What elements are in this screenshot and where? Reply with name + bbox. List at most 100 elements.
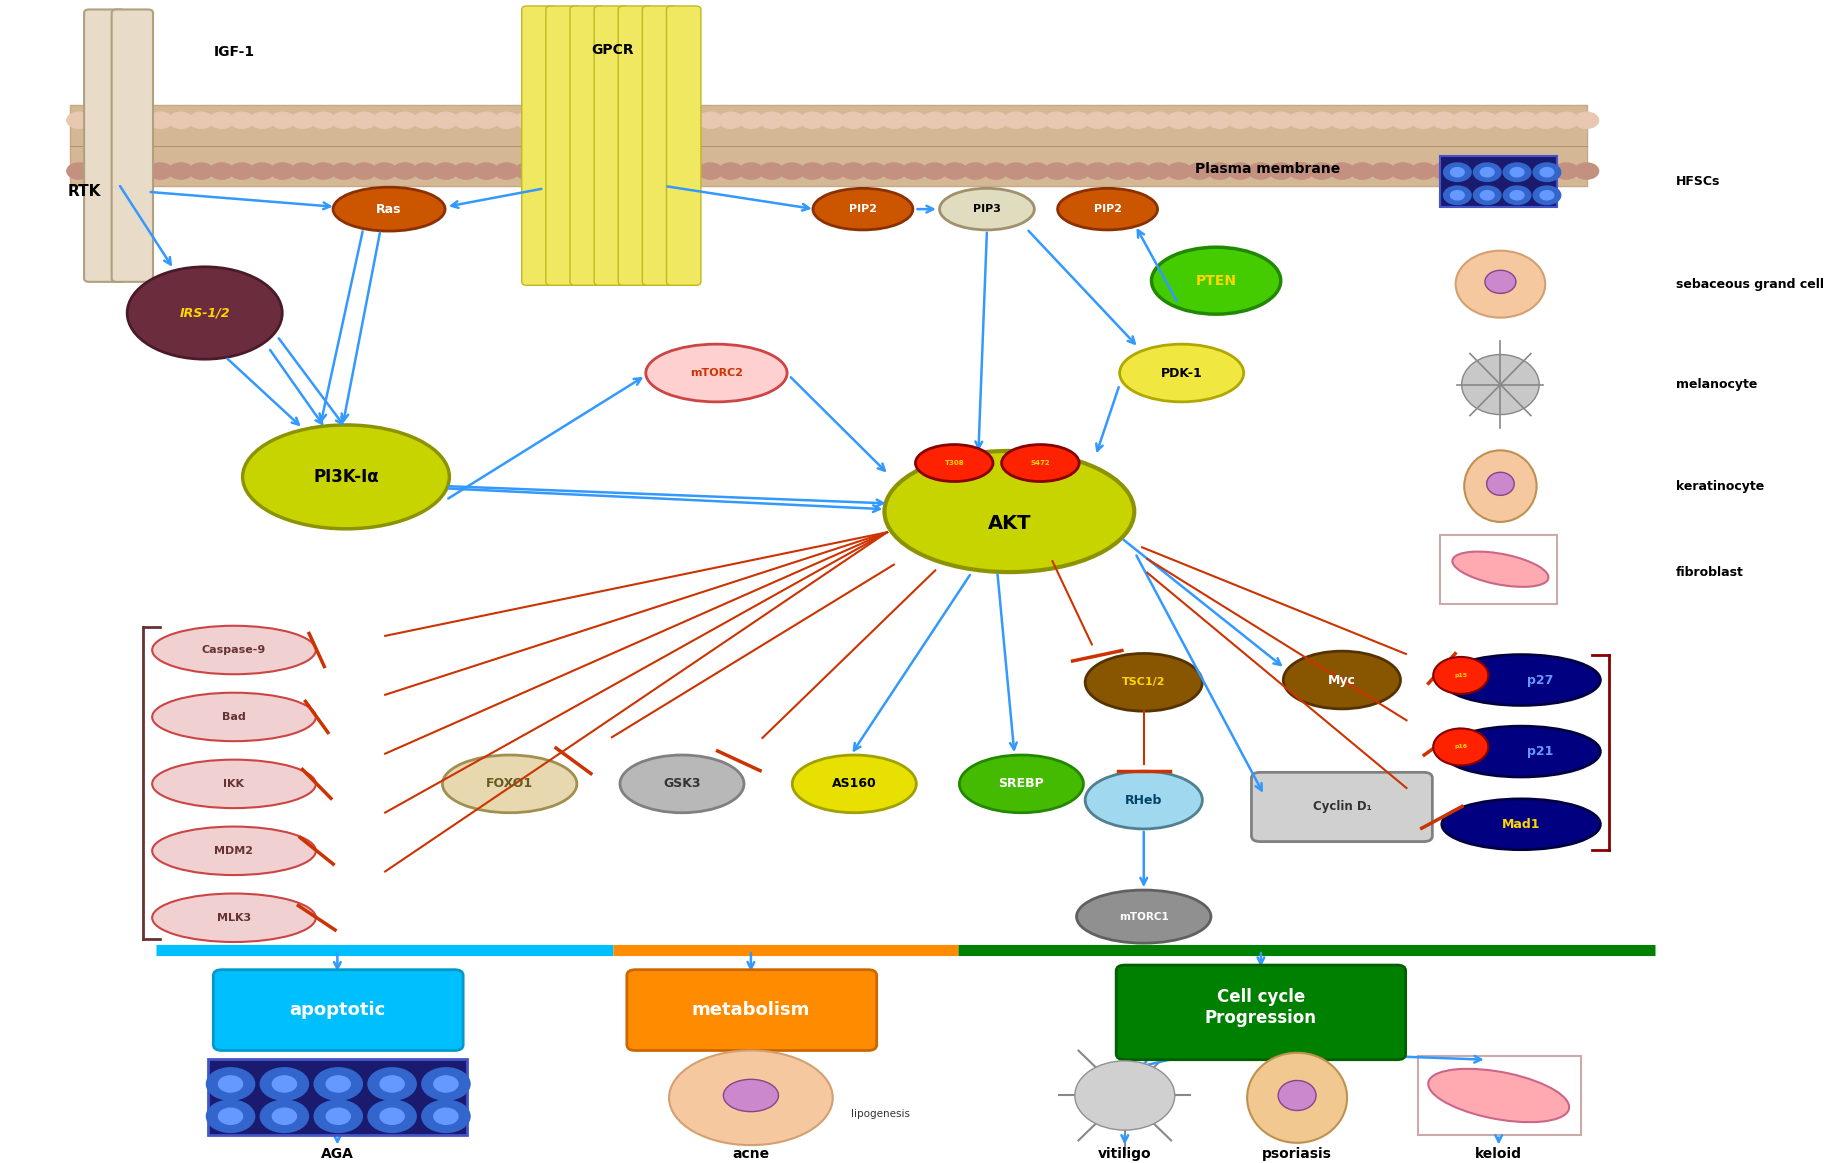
Circle shape (433, 112, 458, 128)
Circle shape (638, 163, 662, 179)
Text: RTK: RTK (68, 184, 101, 199)
FancyBboxPatch shape (1440, 535, 1557, 604)
Circle shape (1126, 163, 1150, 179)
Ellipse shape (1432, 657, 1489, 694)
Text: mTORC1: mTORC1 (1119, 912, 1168, 921)
Circle shape (271, 1076, 297, 1092)
Text: FOXO1: FOXO1 (486, 777, 534, 791)
Text: Ras: Ras (376, 202, 402, 215)
Ellipse shape (1432, 728, 1489, 765)
Ellipse shape (959, 755, 1084, 813)
Text: IGF-1: IGF-1 (213, 45, 255, 59)
Ellipse shape (669, 1050, 833, 1146)
Circle shape (1166, 112, 1190, 128)
Circle shape (719, 112, 743, 128)
Ellipse shape (1442, 655, 1601, 706)
Circle shape (842, 163, 866, 179)
Text: p21: p21 (1528, 745, 1553, 758)
Circle shape (1269, 112, 1293, 128)
Text: SREBP: SREBP (998, 777, 1044, 791)
FancyBboxPatch shape (642, 6, 677, 285)
Circle shape (392, 163, 416, 179)
Text: MLK3: MLK3 (216, 913, 251, 922)
Circle shape (433, 163, 458, 179)
FancyBboxPatch shape (70, 106, 1586, 186)
Circle shape (422, 1100, 470, 1133)
Ellipse shape (1464, 450, 1537, 522)
Circle shape (392, 112, 416, 128)
FancyBboxPatch shape (1418, 1056, 1581, 1135)
Circle shape (189, 163, 213, 179)
Ellipse shape (1429, 1069, 1570, 1122)
Text: GPCR: GPCR (592, 43, 635, 57)
FancyBboxPatch shape (521, 6, 556, 285)
Circle shape (983, 163, 1009, 179)
Ellipse shape (1152, 248, 1280, 314)
Circle shape (1553, 163, 1579, 179)
Text: Bad: Bad (222, 712, 246, 722)
Circle shape (1166, 163, 1190, 179)
Circle shape (475, 163, 499, 179)
Circle shape (271, 112, 295, 128)
Circle shape (1209, 163, 1232, 179)
Ellipse shape (792, 755, 917, 813)
Circle shape (128, 112, 152, 128)
Text: T308: T308 (945, 461, 965, 466)
Text: Myc: Myc (1328, 673, 1355, 686)
Circle shape (576, 163, 600, 179)
Circle shape (556, 112, 580, 128)
Text: TSC1/2: TSC1/2 (1122, 677, 1165, 687)
Circle shape (108, 163, 132, 179)
Circle shape (699, 112, 723, 128)
Circle shape (902, 163, 926, 179)
Ellipse shape (1487, 472, 1515, 495)
FancyBboxPatch shape (213, 970, 464, 1050)
Circle shape (66, 112, 92, 128)
Circle shape (66, 163, 92, 179)
Circle shape (1249, 112, 1273, 128)
Circle shape (1575, 163, 1599, 179)
Circle shape (1146, 112, 1170, 128)
Circle shape (820, 163, 845, 179)
Circle shape (536, 163, 559, 179)
FancyBboxPatch shape (112, 9, 152, 281)
Text: lipogenesis: lipogenesis (851, 1110, 910, 1119)
Circle shape (679, 112, 702, 128)
Text: IRS-1/2: IRS-1/2 (180, 307, 229, 320)
Circle shape (820, 112, 845, 128)
Circle shape (638, 112, 662, 128)
Ellipse shape (1462, 355, 1539, 414)
Circle shape (1269, 163, 1293, 179)
Circle shape (1473, 186, 1500, 205)
Circle shape (1533, 163, 1561, 181)
FancyBboxPatch shape (207, 1058, 466, 1135)
Circle shape (314, 1068, 363, 1100)
Ellipse shape (723, 1079, 778, 1112)
Circle shape (1289, 163, 1313, 179)
Ellipse shape (152, 759, 315, 808)
Circle shape (1412, 112, 1436, 128)
Circle shape (576, 112, 600, 128)
Circle shape (1553, 112, 1579, 128)
Circle shape (1106, 112, 1130, 128)
Ellipse shape (915, 444, 992, 481)
Circle shape (413, 112, 436, 128)
Circle shape (1453, 163, 1476, 179)
Circle shape (719, 163, 743, 179)
Circle shape (1086, 163, 1110, 179)
Circle shape (271, 163, 295, 179)
Circle shape (862, 112, 886, 128)
Circle shape (1432, 112, 1456, 128)
Circle shape (352, 112, 376, 128)
Circle shape (435, 1076, 458, 1092)
Circle shape (380, 1108, 403, 1125)
Circle shape (1229, 163, 1253, 179)
Circle shape (475, 112, 499, 128)
Circle shape (128, 163, 152, 179)
Circle shape (1066, 163, 1089, 179)
FancyBboxPatch shape (1440, 156, 1557, 207)
Circle shape (372, 163, 396, 179)
Text: keratinocyte: keratinocyte (1676, 479, 1764, 493)
Circle shape (1187, 163, 1212, 179)
Circle shape (679, 163, 702, 179)
